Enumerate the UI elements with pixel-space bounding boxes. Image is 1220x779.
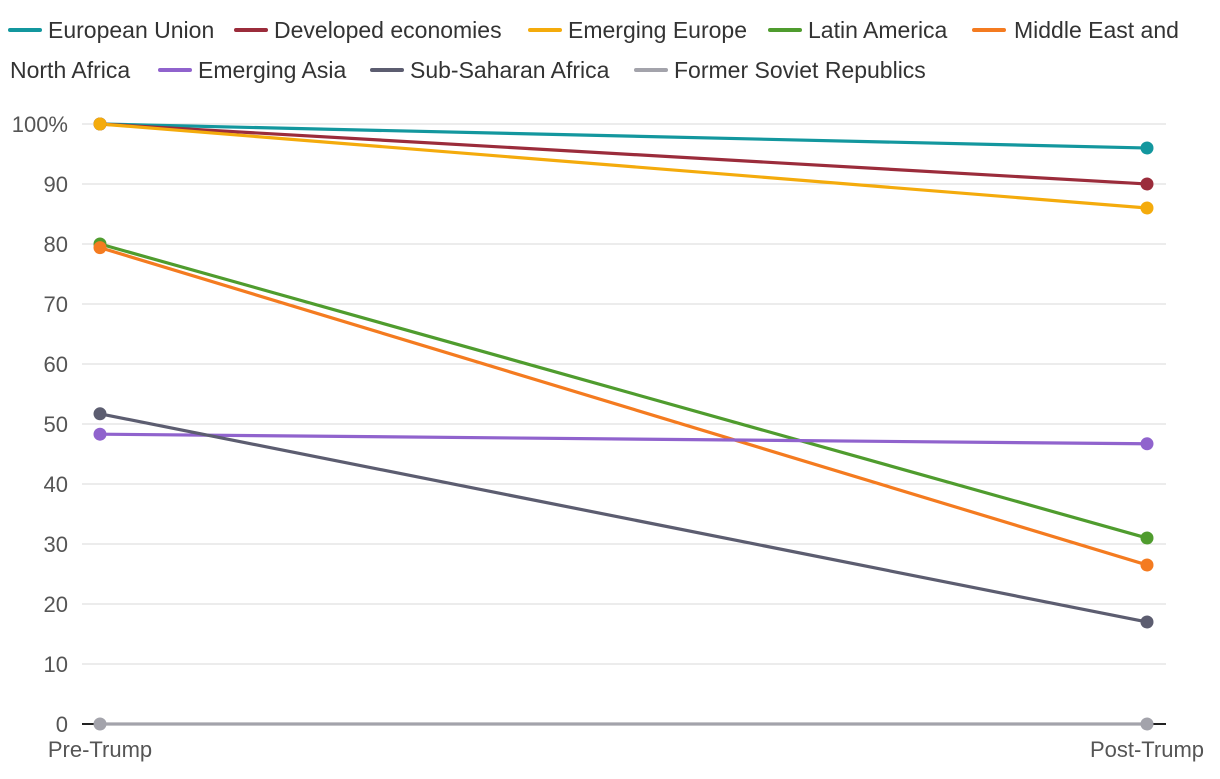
data-point[interactable] (1140, 531, 1154, 545)
legend-label: Developed economies (274, 17, 502, 43)
y-tick-label: 10 (44, 652, 68, 677)
series-points (93, 117, 1154, 731)
series-line[interactable] (98, 412, 1149, 624)
y-tick-label: 60 (44, 352, 68, 377)
data-point[interactable] (93, 427, 107, 441)
data-point[interactable] (93, 407, 107, 421)
legend-label: Latin America (808, 17, 948, 43)
series-lines (98, 122, 1149, 726)
legend-label-continued: North Africa (10, 57, 130, 83)
series-line[interactable] (98, 122, 1149, 186)
y-tick-label: 90 (44, 172, 68, 197)
legend-item[interactable]: Sub-Saharan Africa (370, 57, 610, 83)
legend-item[interactable]: Developed economies (234, 17, 502, 43)
x-tick-label: Pre-Trump (48, 737, 152, 762)
legend-item[interactable]: Middle East and North Africa (10, 17, 1179, 83)
x-tick-label: Post-Trump (1090, 737, 1204, 762)
legend-label: Sub-Saharan Africa (410, 57, 610, 83)
y-tick-label: 20 (44, 592, 68, 617)
series-line[interactable] (98, 242, 1149, 540)
data-point[interactable] (1140, 615, 1154, 629)
data-point[interactable] (1140, 177, 1154, 191)
data-point[interactable] (1140, 201, 1154, 215)
legend-item[interactable]: European Union (8, 17, 214, 43)
data-point[interactable] (1140, 437, 1154, 451)
y-tick-label: 30 (44, 532, 68, 557)
y-tick-label: 50 (44, 412, 68, 437)
series-line[interactable] (98, 246, 1149, 567)
y-tick-label: 100% (12, 112, 68, 137)
data-point[interactable] (1140, 558, 1154, 572)
legend: European Union Developed economies Emergin… (8, 17, 1179, 83)
data-point[interactable] (1140, 717, 1154, 731)
series-line[interactable] (98, 122, 1149, 150)
y-tick-label: 40 (44, 472, 68, 497)
legend-label: European Union (48, 17, 214, 43)
legend-label: Emerging Europe (568, 17, 747, 43)
data-point[interactable] (93, 117, 107, 131)
legend-item[interactable]: Former Soviet Republics (634, 57, 926, 83)
y-tick-label: 70 (44, 292, 68, 317)
legend-label: Middle East and (1014, 17, 1179, 43)
series-line[interactable] (98, 432, 1149, 446)
y-axis: 0 10 20 30 40 50 60 70 80 90 100% (12, 112, 68, 737)
gridlines (82, 123, 1166, 725)
legend-label: Emerging Asia (198, 57, 347, 83)
data-point[interactable] (93, 717, 107, 731)
x-axis: Pre-Trump Post-Trump (48, 737, 1204, 762)
series-line[interactable] (98, 122, 1149, 210)
data-point[interactable] (1140, 141, 1154, 155)
legend-item[interactable]: Emerging Asia (158, 57, 347, 83)
legend-item[interactable]: Emerging Europe (528, 17, 747, 43)
y-tick-label: 0 (56, 712, 68, 737)
data-point[interactable] (93, 241, 107, 255)
legend-item[interactable]: Latin America (768, 17, 948, 43)
legend-label: Former Soviet Republics (674, 57, 926, 83)
y-tick-label: 80 (44, 232, 68, 257)
